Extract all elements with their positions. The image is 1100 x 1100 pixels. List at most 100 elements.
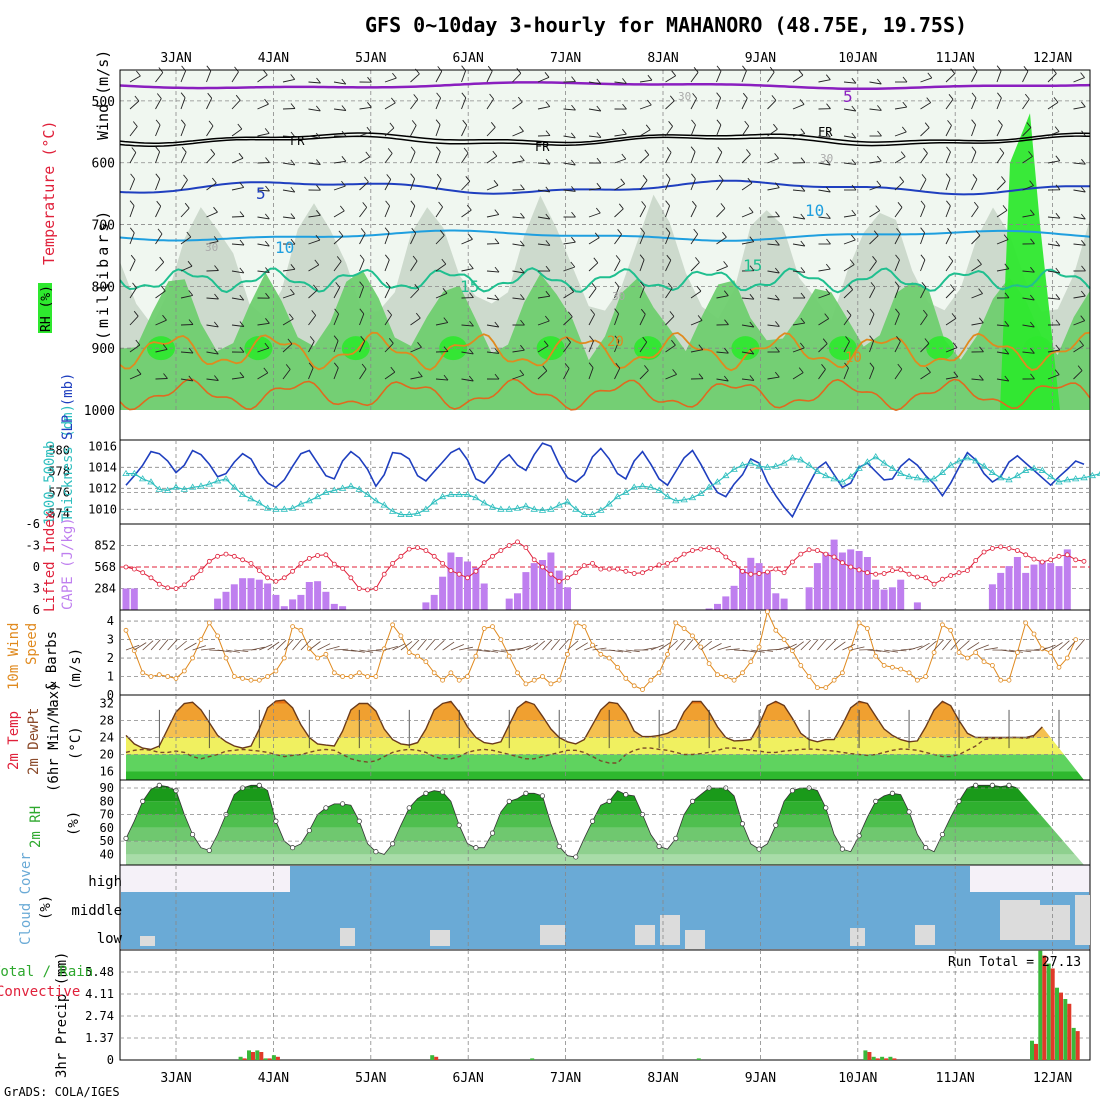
li-marker	[1048, 557, 1054, 563]
precip-tick: 4.11	[85, 987, 114, 1001]
li-marker	[540, 564, 545, 570]
li-marker	[948, 573, 954, 578]
cloud-level-label: high	[88, 874, 122, 890]
li-marker	[590, 561, 595, 566]
wind-barb	[1022, 324, 1035, 328]
wind-barb	[435, 322, 448, 326]
wind-barb-10m	[425, 639, 436, 651]
wind-barb-flag	[288, 313, 294, 320]
contour-label: 30	[678, 90, 691, 103]
wind-barb	[537, 216, 550, 220]
wind-barb-flag	[262, 69, 268, 76]
wind-barb-flag	[545, 265, 551, 272]
wind-barb-flag	[596, 78, 602, 85]
wind-barb-10m	[250, 646, 265, 651]
wind-barb-flag	[1081, 130, 1086, 137]
thickness-marker	[455, 490, 463, 497]
wind-barb	[410, 346, 422, 353]
wind-barb-flag	[385, 200, 390, 207]
wind-barb-flag	[850, 234, 856, 241]
wind-barb-flag	[339, 205, 345, 212]
wind-barb-10m	[359, 649, 374, 653]
wind-barb-flag	[798, 367, 804, 373]
wind-barb-10m	[408, 639, 420, 651]
thickness-marker	[122, 469, 130, 476]
cape-bar	[855, 551, 863, 610]
wind-barb-flag	[564, 363, 570, 369]
wind-barb	[894, 286, 900, 299]
wind-barb-flag	[869, 335, 874, 341]
wind-barb-flag	[647, 74, 653, 81]
wind-barb-10m	[292, 639, 303, 651]
wind-barb	[690, 124, 696, 137]
wind-speed-marker	[765, 609, 770, 615]
wind-barb-flag	[800, 128, 806, 134]
wind-barb	[257, 347, 270, 353]
cape-bar	[330, 603, 338, 610]
wind-barb-flag	[335, 282, 341, 288]
li-marker	[473, 568, 479, 574]
wind-speed-marker	[373, 674, 379, 679]
wind-barb-flag	[570, 132, 576, 139]
rh-marker	[340, 801, 346, 807]
li-marker	[531, 557, 537, 563]
wind-barb-flag	[341, 180, 346, 187]
thickness-marker	[963, 454, 972, 461]
wind-barb-flag	[308, 362, 314, 369]
thickness-marker	[138, 475, 147, 482]
wind-barb	[155, 178, 161, 191]
rh-marker	[523, 790, 529, 796]
wind-barb-flag	[184, 202, 190, 209]
temp-band	[126, 771, 1084, 780]
li-marker	[190, 575, 196, 581]
wind-barb-flag	[720, 203, 726, 209]
wind-barb	[308, 341, 315, 353]
wind-barb	[818, 369, 826, 380]
wind-barb-flag	[384, 227, 390, 233]
wind-barb-flag	[897, 202, 903, 208]
wind-barb-flag	[640, 227, 645, 234]
wind-barb-flag	[895, 308, 900, 315]
wind-barb	[282, 216, 295, 219]
li-marker	[790, 559, 795, 565]
wind-barb-flag	[208, 120, 214, 127]
wind-barb	[129, 344, 141, 353]
wind-speed-marker	[631, 683, 637, 689]
slp-tick: 1016	[88, 439, 117, 453]
li-marker	[140, 570, 146, 576]
precip-total-bar	[1046, 963, 1051, 1060]
wind-barb-flag	[945, 173, 951, 179]
wind-barb-flag	[493, 180, 499, 186]
wind-barb-flag	[463, 147, 469, 154]
wind-barb-flag	[724, 347, 729, 354]
wind-barb-10m	[783, 643, 797, 651]
wind-barb	[690, 349, 703, 353]
wind-barb	[920, 102, 931, 110]
wind-barb-flag	[639, 254, 645, 260]
wind-barb	[971, 151, 977, 164]
wind-barb	[435, 263, 447, 272]
wind-barb	[180, 378, 193, 382]
thickness-marker	[572, 505, 580, 512]
wind-barb	[206, 240, 219, 245]
wind-barb	[614, 286, 620, 299]
precip-conv-bar	[892, 1058, 897, 1060]
wind-barb-flag	[846, 310, 852, 316]
wind-speed-marker	[140, 670, 146, 676]
wind-barb-10m	[492, 649, 507, 653]
wind-speed-marker	[198, 637, 204, 642]
thickness-marker	[1055, 478, 1063, 485]
wind-barb-flag	[494, 373, 500, 380]
wind-barb-flag	[978, 317, 984, 324]
cape-bar	[472, 567, 480, 610]
wind-barb	[206, 211, 218, 218]
wind-barb	[639, 341, 648, 353]
wind-barb	[741, 241, 754, 245]
wind-barb	[282, 189, 295, 193]
li-marker	[223, 551, 229, 557]
wind-barb	[1047, 216, 1060, 219]
li-marker	[465, 575, 470, 581]
wind-barb	[537, 189, 550, 193]
wind-speed-marker	[415, 653, 421, 659]
thickness-tick: 578	[48, 465, 70, 479]
